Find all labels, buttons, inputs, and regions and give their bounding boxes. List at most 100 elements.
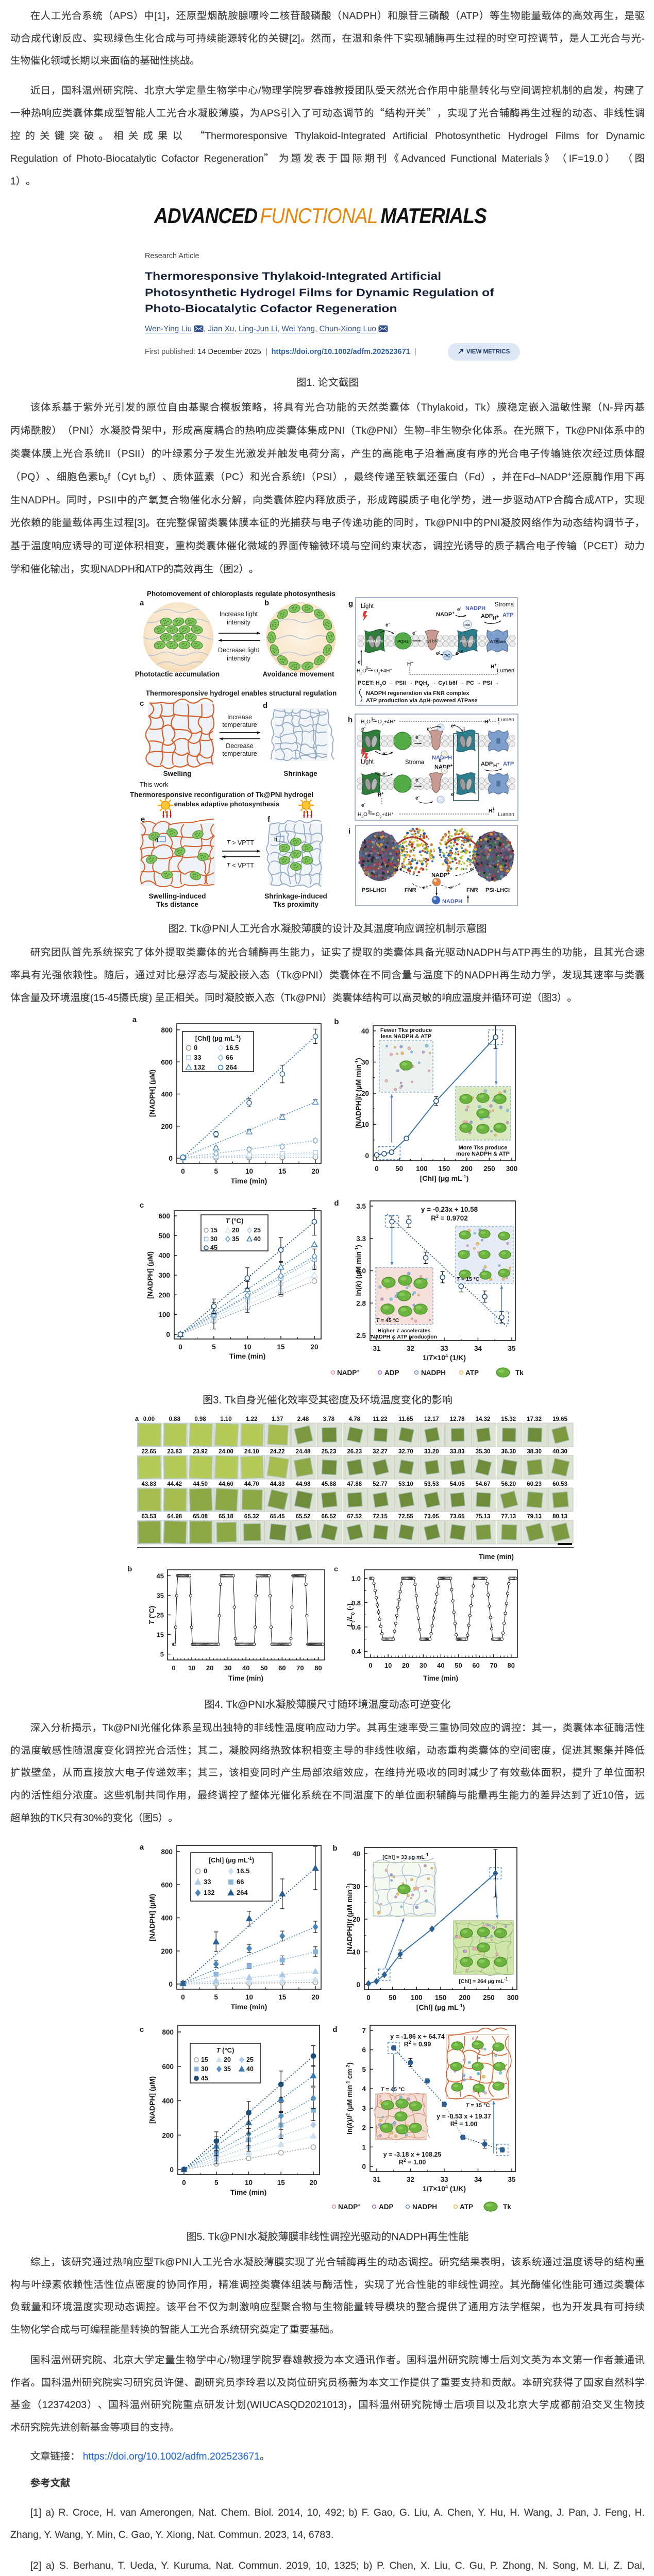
svg-text:Thermoresponsive reconfigurati: Thermoresponsive reconfiguration of Tk@P… [130, 791, 313, 799]
svg-text:e-: e- [427, 725, 431, 733]
svg-text:intensity: intensity [227, 619, 251, 626]
svg-text:Light: Light [361, 603, 374, 609]
svg-text:60.23: 60.23 [527, 1481, 542, 1487]
svg-text:60.53: 60.53 [552, 1481, 567, 1487]
svg-text:1/T×104 (1/K): 1/T×104 (1/K) [423, 1353, 466, 1362]
svg-text:0: 0 [181, 1993, 185, 2001]
svg-text:44.83: 44.83 [270, 1481, 285, 1487]
svg-text:25: 25 [157, 1612, 164, 1619]
svg-text:e-: e- [456, 649, 460, 657]
svg-text:[NADPH] (µM): [NADPH] (µM) [148, 1894, 156, 1941]
svg-text:20: 20 [206, 1664, 213, 1672]
svg-text:10: 10 [243, 1343, 251, 1351]
svg-text:250: 250 [483, 1994, 495, 2002]
svg-text:NADPH regeneration via FNR com: NADPH regeneration via FNR complex [366, 690, 469, 697]
svg-text:35: 35 [232, 1235, 239, 1243]
svg-text:3: 3 [362, 2105, 366, 2112]
svg-text:h: h [274, 837, 277, 842]
svg-text:This work: This work [140, 781, 169, 788]
svg-text:40: 40 [242, 1664, 249, 1672]
svg-text:T (°C): T (°C) [226, 1217, 244, 1225]
svg-text:a: a [140, 1843, 144, 1852]
svg-text:PCET: H2O → PSII → PQH2 → Cyt: PCET: H2O → PSII → PQH2 → Cyt b6f → PC →… [358, 680, 499, 688]
svg-text:45: 45 [201, 2075, 208, 2082]
svg-text:PSI-LHCI: PSI-LHCI [460, 640, 475, 643]
svg-text:0.4: 0.4 [351, 1648, 361, 1655]
svg-text:800: 800 [161, 1026, 173, 1034]
svg-text:20: 20 [402, 1662, 409, 1669]
svg-text:0: 0 [172, 1664, 175, 1672]
svg-text:40: 40 [353, 1850, 360, 1858]
svg-text:e-: e- [385, 621, 390, 629]
svg-text:0: 0 [182, 2179, 186, 2187]
svg-text:20: 20 [309, 2179, 317, 2187]
svg-text:20: 20 [310, 1343, 318, 1351]
svg-text:15.32: 15.32 [501, 1416, 516, 1422]
svg-text:25: 25 [254, 1227, 261, 1234]
svg-text:0: 0 [169, 1980, 173, 1988]
svg-text:a: a [132, 1015, 137, 1024]
svg-text:15: 15 [210, 1227, 217, 1234]
svg-text:NADPH: NADPH [465, 605, 485, 612]
svg-text:0: 0 [362, 2163, 366, 2171]
svg-text:c: c [140, 2025, 144, 2034]
svg-text:T = 15 °C: T = 15 °C [466, 2103, 490, 2109]
svg-text:16.5: 16.5 [237, 1867, 249, 1875]
svg-text:ADP: ADP [379, 2203, 394, 2211]
svg-text:ADP: ADP [481, 613, 493, 619]
svg-text:15: 15 [277, 2179, 286, 2187]
svg-text:PSI-LHCI: PSI-LHCI [485, 887, 510, 893]
svg-text:0.8: 0.8 [351, 1599, 361, 1607]
svg-text:52.77: 52.77 [373, 1481, 388, 1487]
svg-text:30: 30 [420, 1662, 427, 1669]
svg-text:65.52: 65.52 [296, 1514, 311, 1520]
svg-text:40: 40 [246, 2065, 254, 2073]
svg-text:i: i [463, 727, 465, 733]
svg-text:264: 264 [226, 1063, 237, 1071]
svg-text:54.67: 54.67 [476, 1481, 491, 1487]
svg-text:200: 200 [459, 1994, 471, 2002]
svg-text:d: d [334, 1199, 339, 1208]
svg-text:47.88: 47.88 [347, 1481, 362, 1487]
svg-text:Time (min): Time (min) [229, 1352, 266, 1360]
svg-text:32: 32 [407, 2176, 414, 2183]
svg-text:65.32: 65.32 [244, 1514, 259, 1520]
svg-text:T < VPTT: T < VPTT [226, 862, 254, 869]
svg-text:40: 40 [437, 1662, 444, 1669]
svg-text:ATP: ATP [465, 1369, 479, 1377]
svg-text:200: 200 [161, 1947, 173, 1955]
svg-text:4.78: 4.78 [349, 1416, 361, 1422]
svg-text:R2 = 0.99: R2 = 0.99 [404, 2040, 431, 2048]
svg-text:y = -1.86 x + 64.74: y = -1.86 x + 64.74 [390, 2033, 445, 2040]
svg-text:NADP+: NADP+ [434, 763, 453, 771]
svg-text:33: 33 [440, 1345, 448, 1352]
svg-text:800: 800 [162, 2028, 174, 2036]
svg-text:65.08: 65.08 [193, 1514, 208, 1520]
svg-text:more NADPH & ATP: more NADPH & ATP [456, 1151, 510, 1157]
svg-text:ATP: ATP [460, 2203, 473, 2211]
svg-text:NADP+: NADP+ [436, 611, 455, 618]
svg-text:Fewer Tks produce: Fewer Tks produce [380, 1027, 432, 1033]
svg-text:600: 600 [162, 2063, 174, 2071]
svg-text:53.53: 53.53 [424, 1481, 439, 1487]
svg-text:63.53: 63.53 [142, 1514, 157, 1520]
svg-text:300: 300 [506, 1165, 518, 1173]
svg-text:60: 60 [472, 1662, 479, 1669]
svg-text:100: 100 [411, 1994, 423, 2002]
svg-text:PC: PC [444, 653, 450, 658]
svg-text:35: 35 [224, 2065, 231, 2073]
svg-text:45: 45 [210, 1244, 217, 1251]
svg-text:ATPase: ATPase [490, 639, 506, 644]
svg-text:33.83: 33.83 [450, 1449, 465, 1455]
svg-text:34: 34 [474, 1345, 482, 1352]
svg-text:22.65: 22.65 [142, 1449, 157, 1455]
svg-text:72.15: 72.15 [373, 1514, 388, 1520]
svg-text:300: 300 [158, 1272, 170, 1279]
svg-text:e-: e- [470, 865, 475, 873]
svg-text:11.22: 11.22 [373, 1416, 387, 1422]
svg-text:Time (min): Time (min) [479, 1553, 514, 1561]
svg-text:ATP: ATP [502, 612, 513, 618]
svg-text:FNR: FNR [464, 624, 470, 627]
svg-text:43.83: 43.83 [142, 1481, 157, 1487]
svg-text:Lumen: Lumen [498, 811, 514, 818]
